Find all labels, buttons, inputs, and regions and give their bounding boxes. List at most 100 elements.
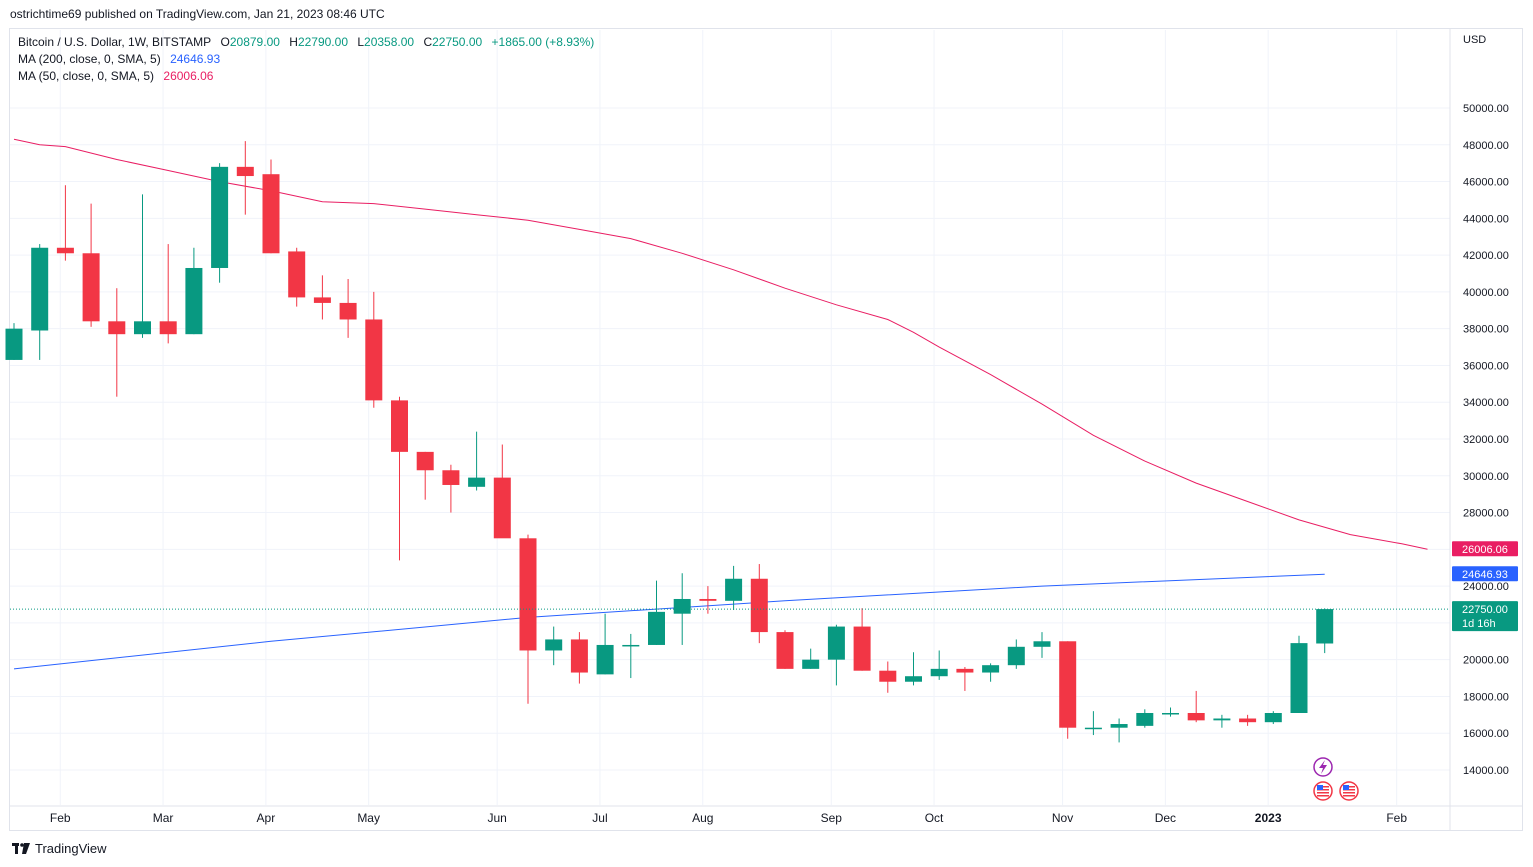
- candle-body[interactable]: [339, 302, 357, 320]
- candle-body[interactable]: [802, 659, 820, 669]
- candle-body[interactable]: [673, 598, 691, 614]
- x-tick-label: Feb: [50, 811, 71, 825]
- legend-ma200-row[interactable]: MA (200, close, 0, SMA, 5) 24646.93: [18, 51, 594, 68]
- price-tag[interactable]: [1452, 541, 1518, 557]
- x-tick-label: Mar: [153, 811, 174, 825]
- high-value: 22790.00: [297, 35, 348, 49]
- close-value: 22750.00: [432, 35, 483, 49]
- candle-body[interactable]: [1059, 641, 1077, 728]
- candle-body[interactable]: [1264, 712, 1282, 723]
- x-tick-label: Sep: [821, 811, 843, 825]
- y-tick-label: 30000.00: [1463, 471, 1509, 483]
- price-tag[interactable]: [1452, 601, 1518, 632]
- candle-body[interactable]: [416, 451, 434, 471]
- candle-body[interactable]: [982, 665, 1000, 673]
- y-tick-label: 50000.00: [1463, 103, 1509, 115]
- low-label: L: [357, 35, 365, 49]
- candle-body[interactable]: [134, 321, 151, 335]
- lightning-event-icon[interactable]: [1313, 757, 1333, 777]
- candle-body[interactable]: [853, 626, 871, 671]
- x-tick-label: Feb: [1386, 811, 1407, 825]
- candle-body[interactable]: [159, 321, 177, 335]
- price-tag-label: 22750.00: [1462, 604, 1508, 616]
- currency-label[interactable]: USD: [1463, 34, 1487, 46]
- candle-body[interactable]: [185, 267, 203, 335]
- x-tick-label: Oct: [925, 811, 944, 825]
- symbol-name[interactable]: Bitcoin / U.S. Dollar, 1W, BITSTAMP: [18, 35, 212, 49]
- tradingview-logo-icon: [12, 842, 30, 855]
- candle-body[interactable]: [1084, 727, 1102, 730]
- price-tag-label: 26006.06: [1462, 544, 1508, 556]
- y-tick-label: 36000.00: [1463, 360, 1509, 372]
- price-tag[interactable]: [1452, 566, 1518, 582]
- ma200-value: 24646.93: [170, 52, 221, 66]
- candle-body[interactable]: [750, 578, 768, 633]
- candle-body[interactable]: [236, 166, 254, 177]
- candle-body[interactable]: [1290, 643, 1308, 713]
- candle-body[interactable]: [56, 247, 74, 254]
- candle-body[interactable]: [905, 676, 922, 682]
- candle-body[interactable]: [1007, 646, 1025, 666]
- candle-body[interactable]: [1136, 712, 1154, 726]
- candle-body[interactable]: [622, 644, 640, 647]
- candle-body[interactable]: [1213, 718, 1231, 721]
- candle-body[interactable]: [313, 297, 331, 303]
- candle-body[interactable]: [1316, 609, 1334, 644]
- candle-body[interactable]: [288, 251, 306, 298]
- candle-body[interactable]: [725, 578, 743, 601]
- candle-body[interactable]: [545, 639, 563, 651]
- candle-body[interactable]: [31, 247, 49, 331]
- us-economic-event-icon[interactable]: [1339, 781, 1359, 801]
- candle-body[interactable]: [5, 328, 23, 360]
- chart-frame: [9, 28, 1523, 831]
- y-tick-label: 40000.00: [1463, 287, 1509, 299]
- x-tick-label: Nov: [1052, 811, 1073, 825]
- candle-body[interactable]: [365, 319, 383, 401]
- publisher-line: ostrichtime69 published on TradingView.c…: [10, 7, 385, 21]
- candle-body[interactable]: [519, 538, 537, 651]
- ma200-line[interactable]: [13, 573, 1325, 670]
- candle-body[interactable]: [442, 470, 460, 485]
- x-tick-label: Jul: [592, 811, 607, 825]
- high-label: H: [289, 35, 298, 49]
- candle-body[interactable]: [570, 639, 588, 673]
- legend-symbol-row: Bitcoin / U.S. Dollar, 1W, BITSTAMP O208…: [18, 34, 594, 51]
- candle-body[interactable]: [879, 670, 897, 682]
- candle-body[interactable]: [956, 668, 974, 673]
- legend-ma50-row[interactable]: MA (50, close, 0, SMA, 5) 26006.06: [18, 68, 594, 85]
- y-tick-label: 14000.00: [1463, 765, 1509, 777]
- x-tick-label: Jun: [487, 811, 506, 825]
- candle-body[interactable]: [1110, 724, 1128, 728]
- candle-body[interactable]: [82, 253, 100, 322]
- y-tick-label: 16000.00: [1463, 728, 1509, 740]
- candle-body[interactable]: [1187, 712, 1205, 721]
- y-tick-label: 46000.00: [1463, 177, 1509, 189]
- candle-body[interactable]: [1033, 641, 1051, 647]
- y-tick-label: 28000.00: [1463, 508, 1509, 520]
- candle-body[interactable]: [596, 644, 614, 675]
- grid: [10, 30, 1450, 805]
- y-tick-label: 42000.00: [1463, 250, 1509, 262]
- candle-body[interactable]: [468, 477, 486, 487]
- chart-legend: Bitcoin / U.S. Dollar, 1W, BITSTAMP O208…: [18, 34, 594, 85]
- candle-body[interactable]: [699, 598, 717, 601]
- candle-body[interactable]: [648, 611, 665, 645]
- candle-body[interactable]: [391, 400, 408, 452]
- candle-body[interactable]: [493, 477, 511, 539]
- candle-body[interactable]: [211, 166, 229, 268]
- y-tick-label: 48000.00: [1463, 140, 1509, 152]
- candle-body[interactable]: [1239, 718, 1257, 723]
- candle-body[interactable]: [827, 626, 845, 660]
- price-tag-countdown: 1d 16h: [1462, 618, 1496, 630]
- x-tick-label: Aug: [692, 811, 713, 825]
- ma200-label: MA (200, close, 0, SMA, 5): [18, 52, 161, 66]
- us-economic-event-icon[interactable]: [1313, 781, 1333, 801]
- close-label: C: [423, 35, 433, 49]
- candle-body[interactable]: [108, 321, 126, 335]
- candle-body[interactable]: [262, 174, 280, 254]
- y-tick-label: 44000.00: [1463, 213, 1509, 225]
- candle-body[interactable]: [1162, 712, 1179, 715]
- candle-body[interactable]: [930, 668, 948, 677]
- candle-body[interactable]: [776, 632, 794, 669]
